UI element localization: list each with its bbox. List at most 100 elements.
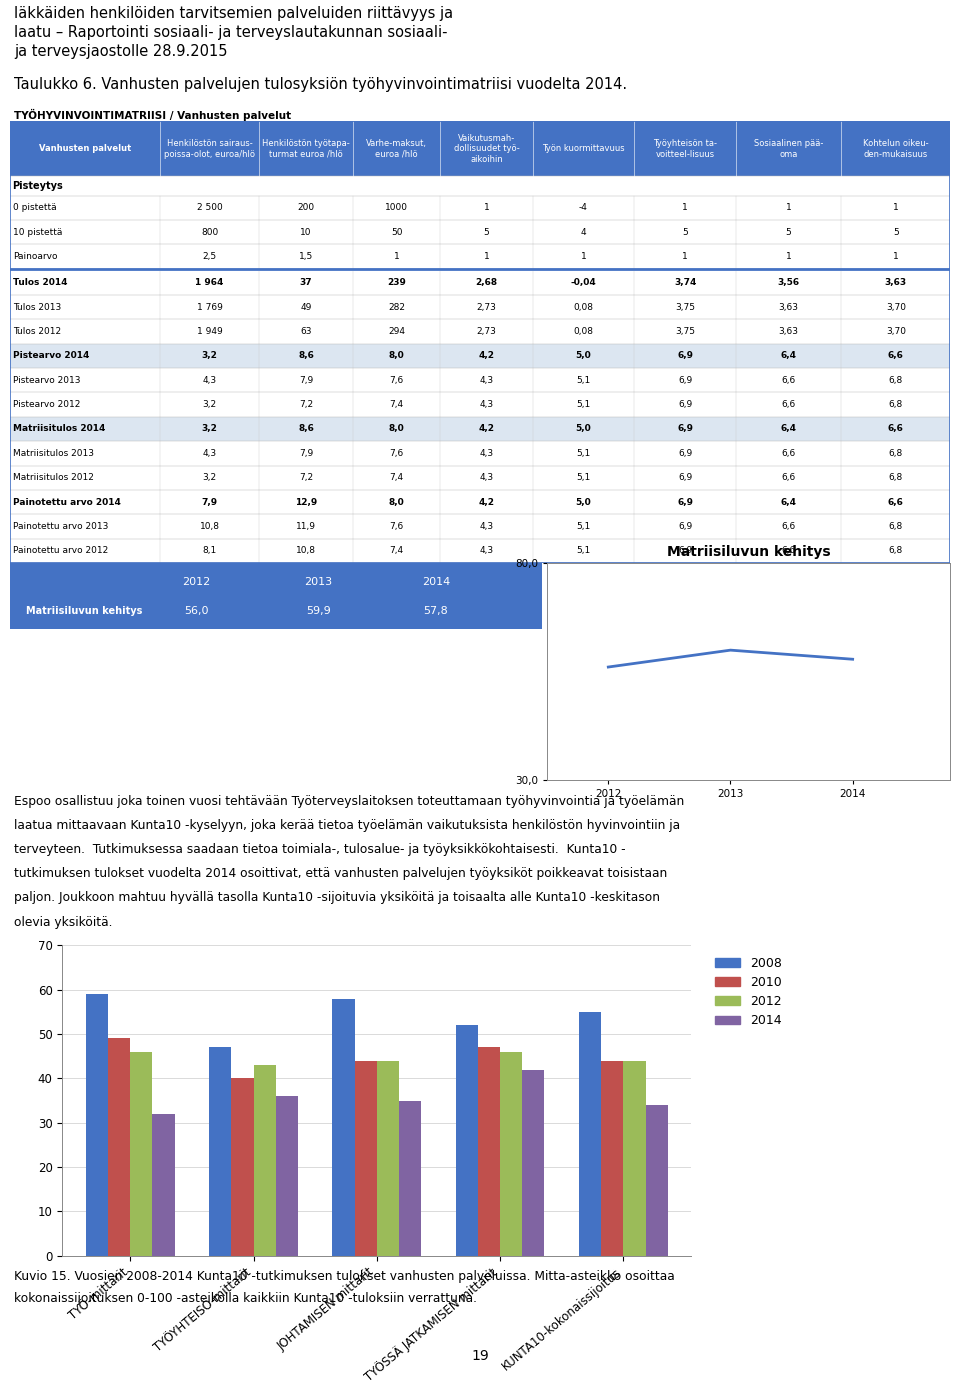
Text: 6,8: 6,8: [889, 400, 903, 408]
Text: 5,1: 5,1: [576, 448, 590, 458]
Text: Henkilöstön työtapa-
turmat euroa /hlö: Henkilöstön työtapa- turmat euroa /hlö: [262, 139, 349, 159]
Text: 19: 19: [471, 1350, 489, 1363]
Bar: [10, 417, 950, 442]
Text: 12,9: 12,9: [295, 498, 317, 506]
Text: 4,3: 4,3: [203, 375, 217, 385]
Text: Työn kuormittavuus: Työn kuormittavuus: [542, 145, 625, 153]
Bar: [10, 121, 950, 177]
Text: 8,1: 8,1: [203, 546, 217, 555]
Bar: [601, 1061, 623, 1256]
Text: 4,3: 4,3: [480, 473, 493, 482]
Text: Matriisitulos 2012: Matriisitulos 2012: [13, 473, 94, 482]
Text: 3,75: 3,75: [675, 302, 695, 312]
Text: 3,2: 3,2: [202, 425, 218, 433]
Text: 5: 5: [683, 228, 688, 236]
Text: 50: 50: [391, 228, 402, 236]
Text: 1 949: 1 949: [197, 327, 223, 335]
Text: 4,2: 4,2: [479, 498, 494, 506]
Text: 6,8: 6,8: [889, 375, 903, 385]
Text: 4,2: 4,2: [479, 352, 494, 360]
Bar: [478, 1047, 500, 1256]
Text: 3,2: 3,2: [203, 400, 217, 408]
Text: 6,9: 6,9: [678, 400, 692, 408]
Text: 3,63: 3,63: [779, 327, 799, 335]
Text: 1: 1: [484, 203, 490, 213]
Text: 1: 1: [893, 253, 899, 261]
Text: ja terveysjaostolle 28.9.2015: ja terveysjaostolle 28.9.2015: [14, 44, 228, 59]
Text: 4,3: 4,3: [480, 400, 493, 408]
Text: terveyteen.  Tutkimuksessa saadaan tietoa toimiala-, tulosalue- ja työyksikkökoh: terveyteen. Tutkimuksessa saadaan tietoa…: [14, 843, 626, 856]
Text: 49: 49: [300, 302, 312, 312]
Bar: [399, 1101, 421, 1256]
Text: laatua mittaavaan Kunta10 -kyselyyn, joka kerää tietoa työelämän vaikutuksista h: laatua mittaavaan Kunta10 -kyselyyn, jok…: [14, 820, 681, 832]
Text: 1000: 1000: [385, 203, 408, 213]
Text: 7,9: 7,9: [299, 448, 313, 458]
Text: 10 pistettä: 10 pistettä: [13, 228, 62, 236]
Text: laatu – Raportointi sosiaali- ja terveyslautakunnan sosiaali-: laatu – Raportointi sosiaali- ja terveys…: [14, 25, 448, 40]
Text: Iäkkäiden henkilöiden tarvitsemien palveluiden riittävyys ja: Iäkkäiden henkilöiden tarvitsemien palve…: [14, 6, 453, 21]
Text: Työyhteisön ta-
voitteel-lisuus: Työyhteisön ta- voitteel-lisuus: [653, 139, 717, 159]
Text: 6,8: 6,8: [889, 522, 903, 531]
Text: 56,0: 56,0: [183, 606, 208, 615]
Bar: [332, 999, 354, 1256]
Text: 5: 5: [785, 228, 791, 236]
Text: 2013: 2013: [304, 577, 333, 586]
Text: 8,0: 8,0: [389, 498, 404, 506]
Text: Matriisiluvun kehitys: Matriisiluvun kehitys: [26, 606, 142, 615]
Text: 6,6: 6,6: [888, 498, 903, 506]
Text: 1,5: 1,5: [299, 253, 313, 261]
Text: 6,9: 6,9: [678, 546, 692, 555]
Text: Henkilöstön sairaus-
poissa-olot, euroa/hlö: Henkilöstön sairaus- poissa-olot, euroa/…: [164, 139, 255, 159]
Text: 6,6: 6,6: [781, 400, 796, 408]
Text: 5,1: 5,1: [576, 546, 590, 555]
Text: 4,3: 4,3: [480, 546, 493, 555]
Text: 10: 10: [300, 228, 312, 236]
Text: 3,75: 3,75: [675, 327, 695, 335]
Text: 7,6: 7,6: [390, 375, 404, 385]
Text: 6,9: 6,9: [677, 498, 693, 506]
Text: 6,6: 6,6: [781, 448, 796, 458]
Bar: [579, 1012, 601, 1256]
Text: 4,3: 4,3: [203, 448, 217, 458]
Text: 1 769: 1 769: [197, 302, 223, 312]
Text: -0,04: -0,04: [570, 279, 596, 287]
Text: 3,2: 3,2: [202, 352, 218, 360]
Text: Pistearvo 2012: Pistearvo 2012: [13, 400, 81, 408]
Text: Tulos 2014: Tulos 2014: [13, 279, 68, 287]
Text: 2,73: 2,73: [477, 302, 496, 312]
Text: 5,1: 5,1: [576, 375, 590, 385]
Text: Painotettu arvo 2013: Painotettu arvo 2013: [13, 522, 108, 531]
Text: 239: 239: [387, 279, 406, 287]
Text: paljon. Joukkoon mahtuu hyvällä tasolla Kunta10 -sijoituvia yksiköitä ja toisaal: paljon. Joukkoon mahtuu hyvällä tasolla …: [14, 891, 660, 904]
Text: 5,0: 5,0: [576, 498, 591, 506]
Text: 37: 37: [300, 279, 312, 287]
Text: 6,4: 6,4: [780, 498, 797, 506]
Text: 7,6: 7,6: [390, 522, 404, 531]
Text: Tulos 2013: Tulos 2013: [13, 302, 61, 312]
Text: 1 964: 1 964: [195, 279, 224, 287]
Bar: [10, 121, 950, 177]
Text: 0,08: 0,08: [573, 327, 593, 335]
Bar: [10, 344, 950, 368]
Text: 7,2: 7,2: [299, 400, 313, 408]
Text: Matriisitulos 2013: Matriisitulos 2013: [13, 448, 94, 458]
Text: 6,9: 6,9: [678, 522, 692, 531]
Text: 3,63: 3,63: [779, 302, 799, 312]
Text: 3,56: 3,56: [778, 279, 800, 287]
Bar: [522, 1070, 544, 1256]
Bar: [354, 1061, 376, 1256]
Text: Pisteytys: Pisteytys: [12, 181, 63, 190]
Text: 4,2: 4,2: [479, 425, 494, 433]
Text: Kohtelun oikeu-
den-mukaisuus: Kohtelun oikeu- den-mukaisuus: [863, 139, 928, 159]
Text: olevia yksiköitä.: olevia yksiköitä.: [14, 916, 113, 929]
Text: Painotettu arvo 2014: Painotettu arvo 2014: [13, 498, 121, 506]
Text: 8,0: 8,0: [389, 425, 404, 433]
Bar: [153, 1114, 175, 1256]
Text: 6,4: 6,4: [780, 425, 797, 433]
Text: 6,8: 6,8: [889, 448, 903, 458]
Text: Sosiaalinen pää-
oma: Sosiaalinen pää- oma: [754, 139, 824, 159]
Text: Taulukko 6. Vanhusten palvelujen tulosyksiön työhyvinvointimatriisi vuodelta 201: Taulukko 6. Vanhusten palvelujen tulosyk…: [14, 77, 628, 92]
Text: 1: 1: [785, 203, 791, 213]
Text: 11,9: 11,9: [296, 522, 316, 531]
Bar: [376, 1061, 399, 1256]
